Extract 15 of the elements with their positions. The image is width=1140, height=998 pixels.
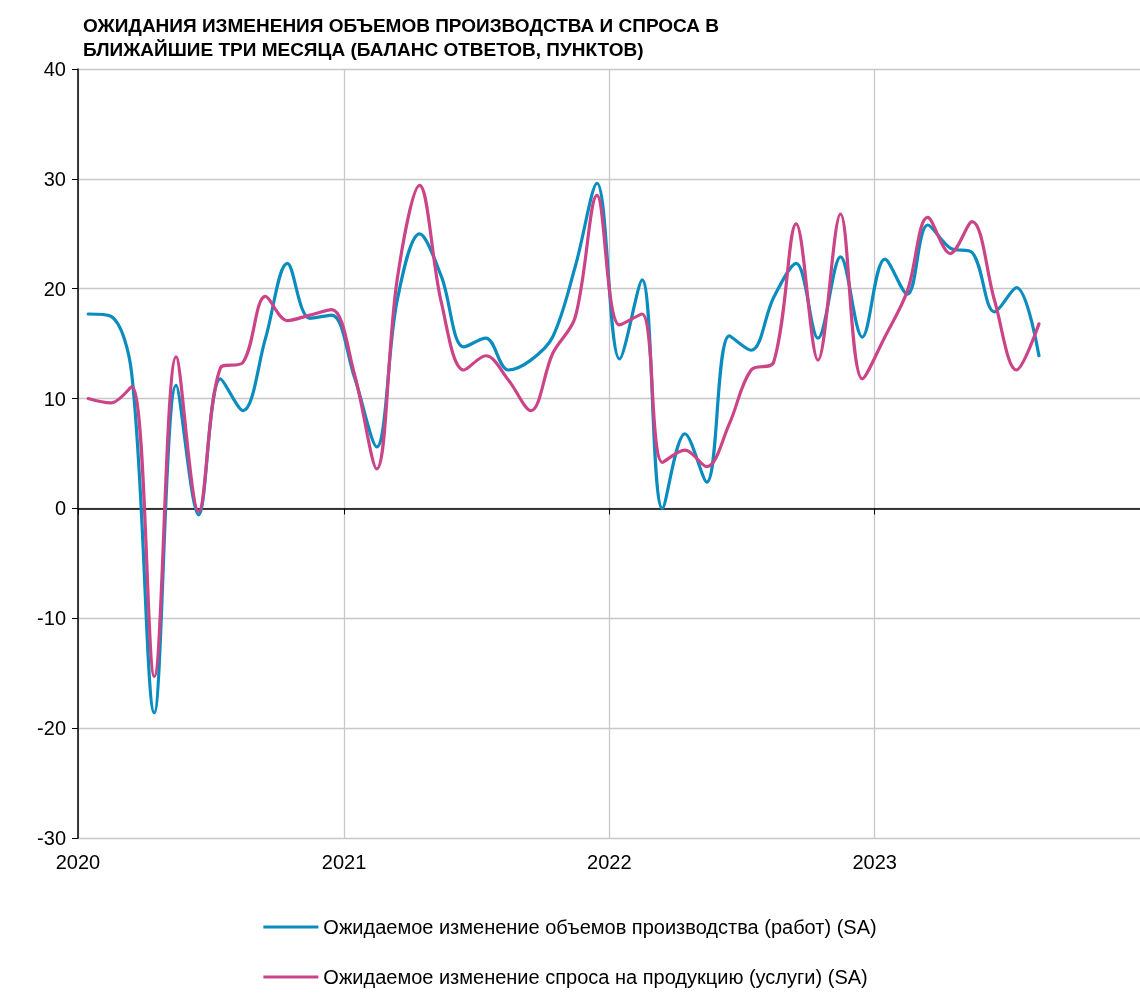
x-tick-label: 2020 <box>55 851 101 873</box>
x-tick-label: 2022 <box>587 851 632 873</box>
y-tick-label: 40 <box>43 58 66 80</box>
x-tick-label: 2023 <box>852 851 897 873</box>
y-tick-label: -10 <box>37 607 66 630</box>
legend-label: Ожидаемое изменение спроса на продукцию (услуги) (SA) <box>323 966 868 988</box>
y-tick-label: 10 <box>43 387 66 410</box>
y-tick-label: 0 <box>54 497 66 520</box>
y-tick-label: 20 <box>43 277 66 300</box>
chart-title: ОЖИДАНИЯ ИЗМЕНЕНИЯ ОБЪЕМОВ ПРОИЗВОДСТВА И СПРОСА В БЛИЖАЙШИЕ ТРИ МЕСЯЦА (БАЛАНС ОТВЕТОВ, ПУНКТОВ) <box>83 14 725 60</box>
x-tick-label: 2021 <box>321 851 367 873</box>
y-tick-label: -20 <box>37 717 66 740</box>
y-tick-label: 30 <box>43 167 66 190</box>
legend-label: Ожидаемое изменение объемов производства (работ) (SA) <box>323 916 877 938</box>
y-tick-label: -30 <box>37 827 66 849</box>
